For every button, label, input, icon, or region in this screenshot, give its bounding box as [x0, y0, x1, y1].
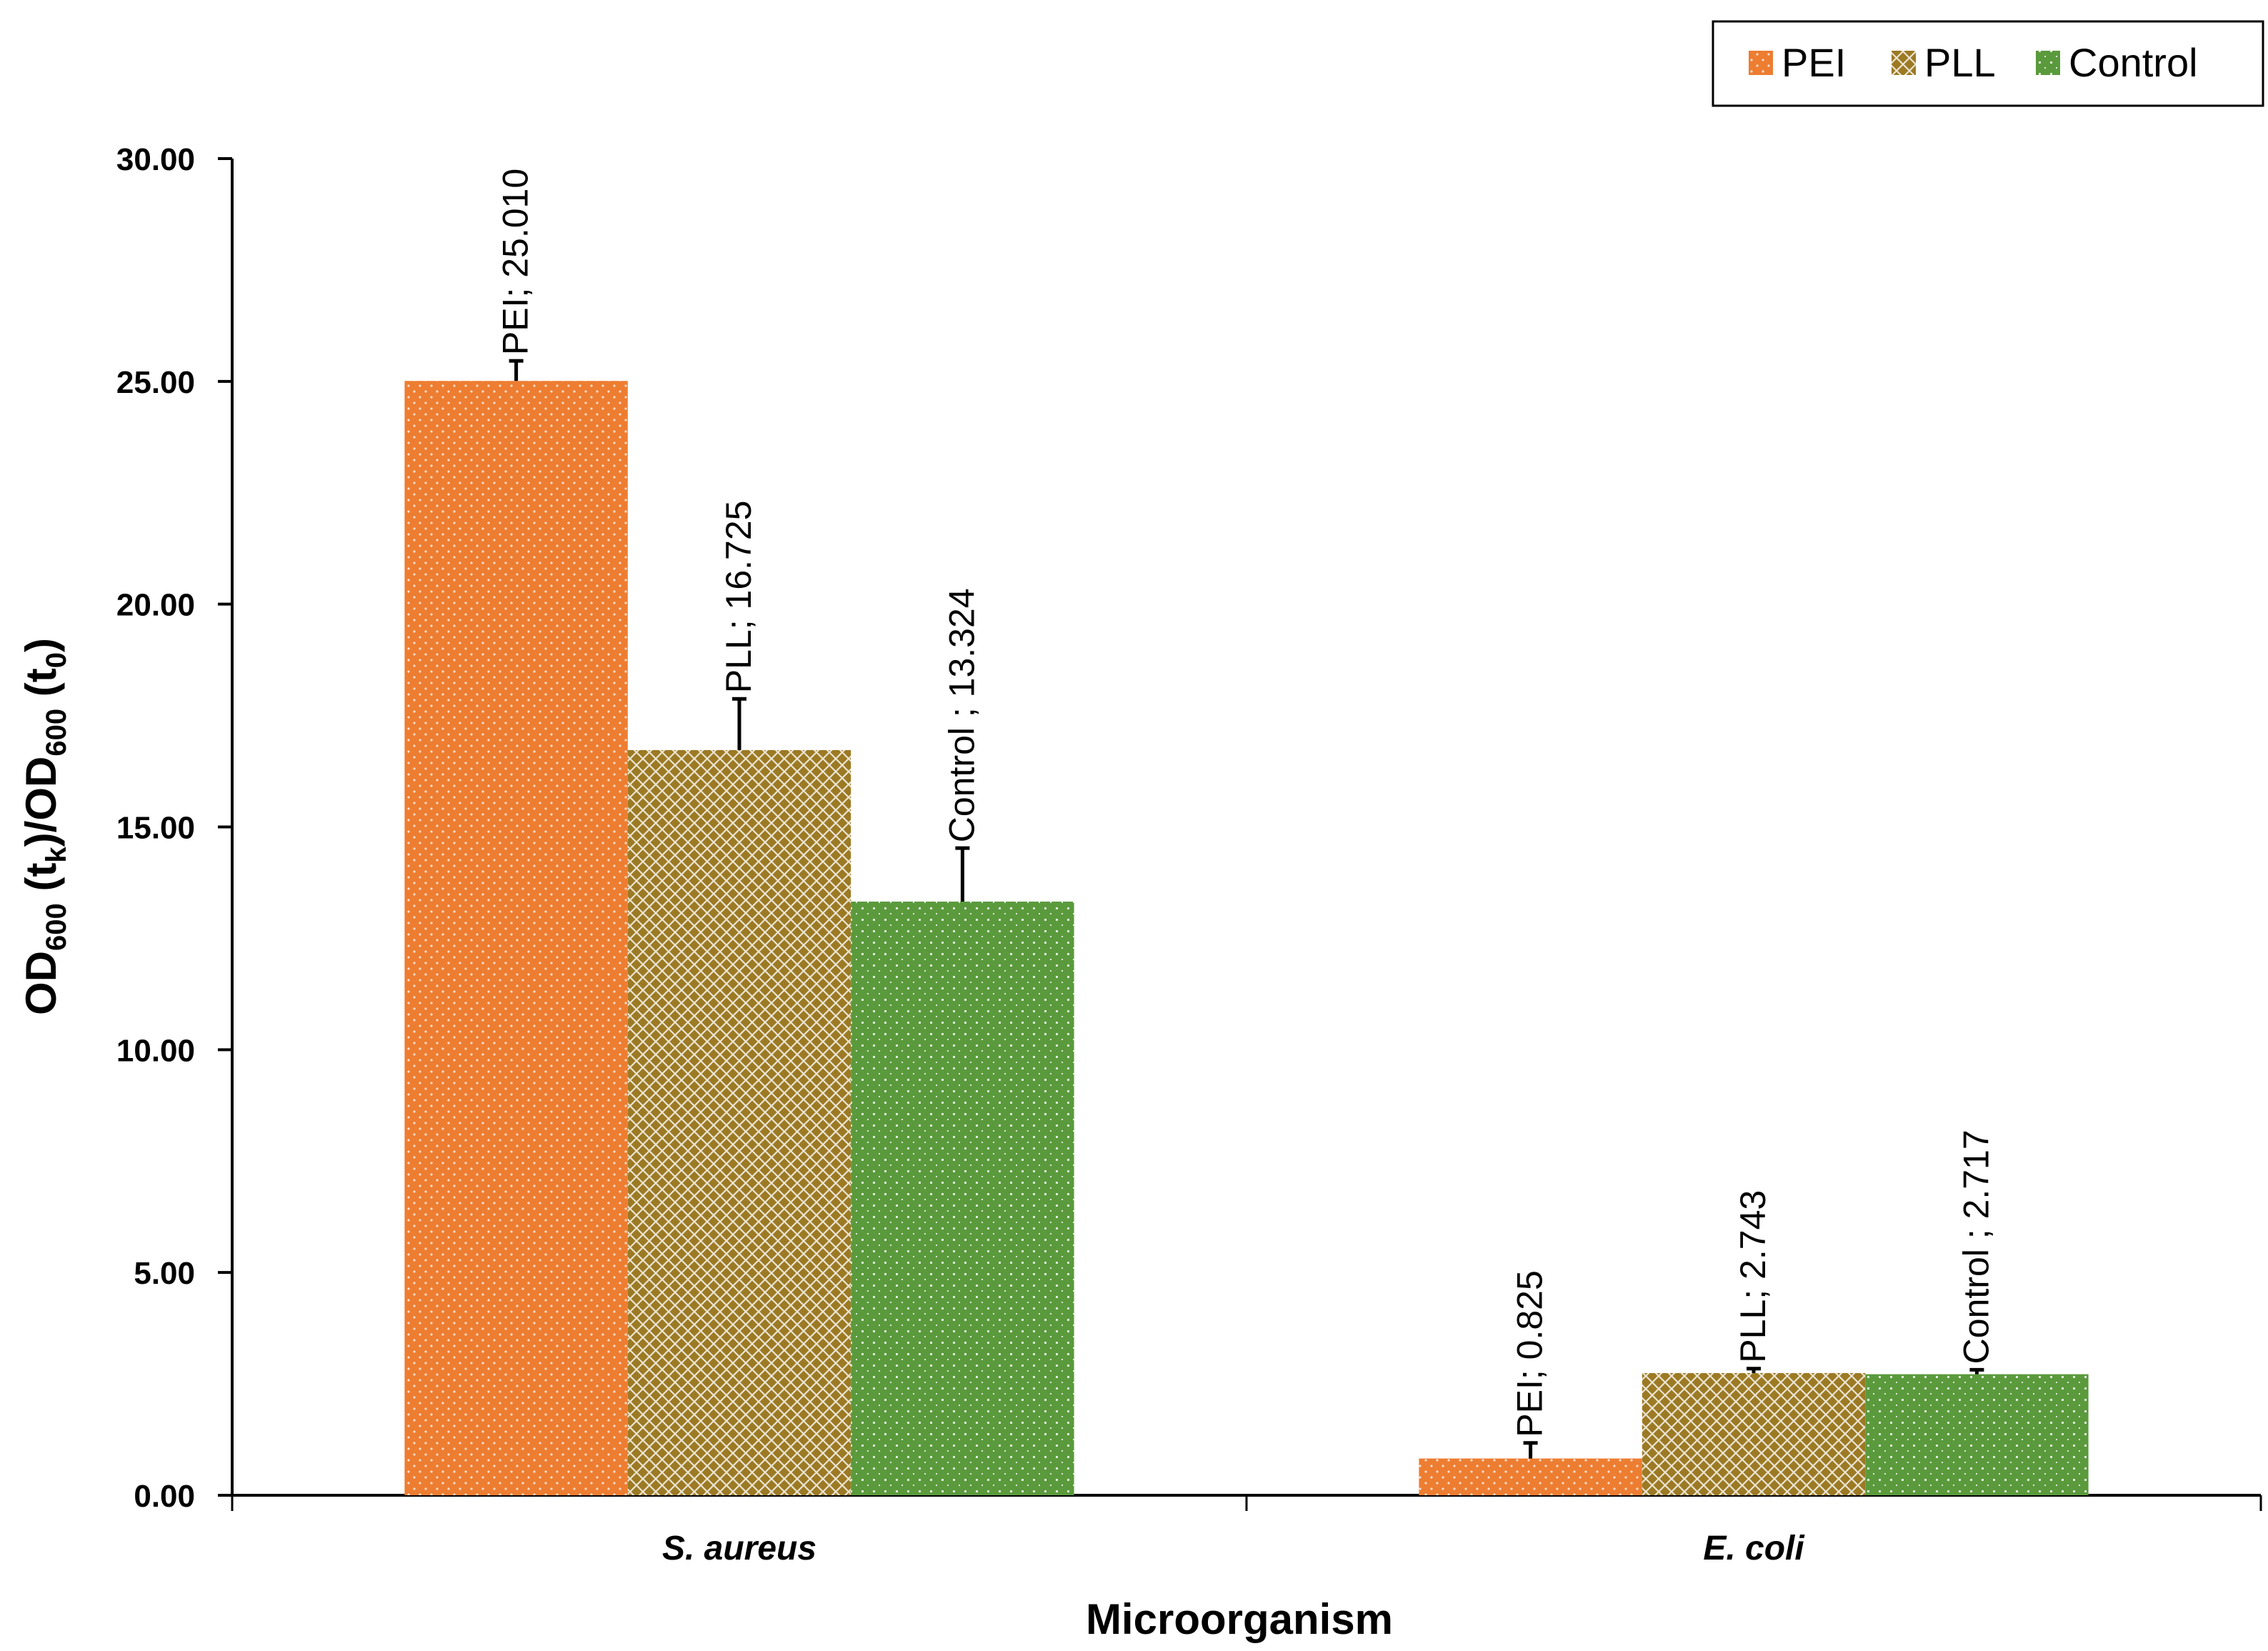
category-label: E. coli — [1703, 1530, 1805, 1567]
x-axis-title: Microorganism — [1086, 1595, 1393, 1643]
data-label: PEI; 0.825 — [1510, 1270, 1550, 1437]
legend-swatch-control — [2036, 51, 2060, 75]
legend-frame — [1712, 20, 2264, 107]
category-labels: S. aureus E. coli — [662, 1530, 1805, 1567]
data-label: Control ; 2.717 — [1956, 1129, 1996, 1364]
category-label: S. aureus — [662, 1530, 816, 1567]
data-label: PLL; 2.743 — [1733, 1190, 1773, 1363]
error-bars — [509, 359, 1984, 1459]
y-tick-label: 0.00 — [134, 1479, 195, 1514]
bar-pei — [404, 381, 628, 1495]
x-ticks — [231, 1495, 2262, 1511]
bar-pei — [1419, 1458, 1642, 1495]
legend: PEI PLL Control — [1712, 20, 2264, 107]
data-labels: PEI; 25.010 PLL; 16.725 Control ; 13.324 PE… — [496, 169, 1997, 1437]
y-tick-label: 15.00 — [116, 811, 195, 846]
bar-pll — [627, 749, 851, 1495]
legend-swatch-pei — [1749, 51, 1773, 75]
y-tick-label: 5.00 — [134, 1256, 195, 1291]
legend-label-control: Control — [2069, 40, 2198, 85]
y-ticks: 0.00 5.00 10.00 15.00 20.00 25.00 30.00 — [116, 142, 232, 1514]
y-axis-title: OD600 (tk)/OD600 (t0) — [17, 638, 72, 1015]
bar-control — [1865, 1374, 2089, 1495]
y-tick-label: 25.00 — [116, 365, 195, 400]
bar-pll — [1642, 1372, 1866, 1495]
y-tick-label: 20.00 — [116, 588, 195, 623]
bars — [404, 381, 2089, 1495]
legend-label-pei: PEI — [1782, 40, 1846, 85]
data-label: PLL; 16.725 — [719, 501, 759, 694]
data-label: Control ; 13.324 — [941, 588, 981, 842]
data-label: PEI; 25.010 — [496, 169, 536, 355]
y-tick-label: 10.00 — [116, 1033, 195, 1068]
legend-label-pll: PLL — [1924, 40, 1996, 85]
bar-control — [851, 902, 1074, 1495]
y-tick-label: 30.00 — [116, 142, 195, 177]
legend-swatch-pll — [1892, 51, 1916, 75]
